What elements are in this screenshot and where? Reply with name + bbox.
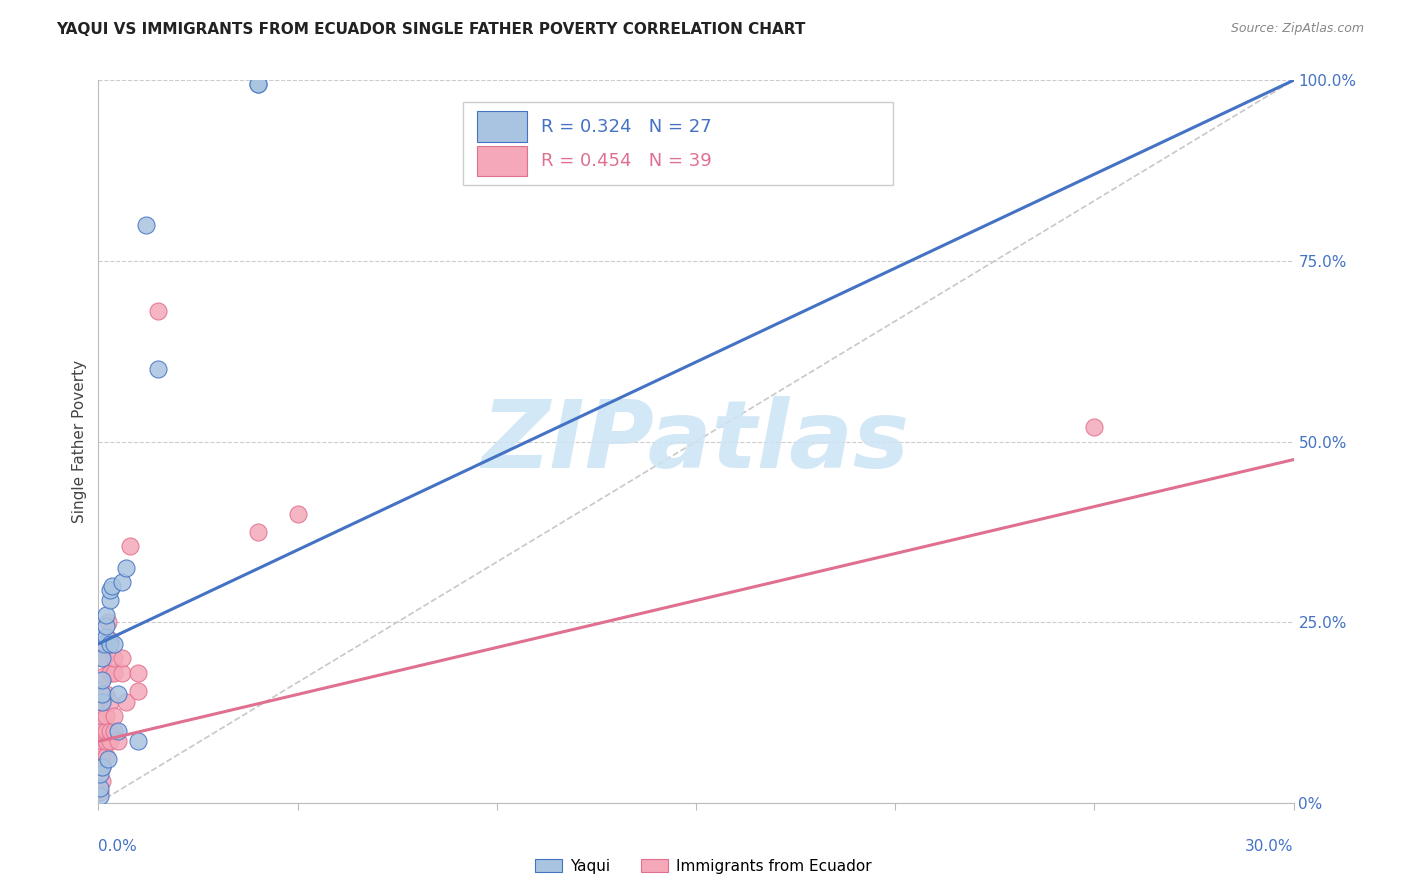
Point — [103, 709, 125, 723]
Point — [93, 651, 115, 665]
Point — [103, 723, 125, 738]
Point — [89, 767, 111, 781]
Point — [96, 734, 118, 748]
Point — [111, 665, 134, 680]
Point — [246, 524, 269, 539]
Point — [103, 665, 125, 680]
Point — [120, 539, 142, 553]
Point — [91, 760, 114, 774]
Point — [89, 789, 111, 803]
Point — [96, 687, 118, 701]
Text: ZIPatlas: ZIPatlas — [482, 395, 910, 488]
Point — [91, 734, 114, 748]
Point — [91, 651, 114, 665]
Point — [127, 683, 149, 698]
Y-axis label: Single Father Poverty: Single Father Poverty — [72, 360, 87, 523]
Point — [111, 651, 134, 665]
Point — [98, 734, 122, 748]
Point — [115, 561, 138, 575]
Point — [91, 673, 114, 687]
Point — [91, 709, 114, 723]
Point — [91, 695, 114, 709]
Point — [98, 593, 122, 607]
Point — [93, 669, 115, 683]
Text: 0.0%: 0.0% — [98, 838, 138, 854]
Point — [89, 781, 111, 796]
Point — [91, 760, 114, 774]
Point — [107, 687, 129, 701]
Point — [96, 723, 118, 738]
Point — [135, 218, 157, 232]
Point — [115, 695, 138, 709]
Point — [111, 575, 134, 590]
Point — [96, 630, 118, 644]
Text: Source: ZipAtlas.com: Source: ZipAtlas.com — [1230, 22, 1364, 36]
Point — [97, 633, 120, 648]
Point — [93, 637, 115, 651]
Point — [1083, 420, 1105, 434]
Text: 30.0%: 30.0% — [1246, 838, 1294, 854]
Point — [96, 619, 118, 633]
Point — [91, 687, 114, 701]
Point — [96, 748, 118, 763]
Point — [91, 748, 114, 763]
Point — [103, 651, 125, 665]
Point — [97, 615, 120, 630]
Point — [101, 579, 124, 593]
Point — [98, 582, 122, 597]
Text: R = 0.454   N = 39: R = 0.454 N = 39 — [541, 153, 711, 170]
FancyBboxPatch shape — [477, 112, 527, 142]
Point — [127, 734, 149, 748]
FancyBboxPatch shape — [463, 102, 893, 185]
Point — [287, 507, 309, 521]
Point — [98, 633, 122, 648]
Point — [96, 637, 118, 651]
Point — [91, 695, 114, 709]
Point — [148, 362, 170, 376]
Point — [91, 774, 114, 789]
Point — [91, 723, 114, 738]
Point — [246, 77, 269, 91]
Text: YAQUI VS IMMIGRANTS FROM ECUADOR SINGLE FATHER POVERTY CORRELATION CHART: YAQUI VS IMMIGRANTS FROM ECUADOR SINGLE … — [56, 22, 806, 37]
Point — [98, 695, 122, 709]
Point — [107, 723, 129, 738]
Point — [96, 709, 118, 723]
Point — [98, 637, 122, 651]
Point — [103, 637, 125, 651]
Legend: Yaqui, Immigrants from Ecuador: Yaqui, Immigrants from Ecuador — [529, 853, 877, 880]
Point — [107, 734, 129, 748]
Point — [246, 77, 269, 91]
Point — [89, 785, 111, 799]
Point — [98, 665, 122, 680]
Point — [91, 741, 114, 756]
Point — [127, 665, 149, 680]
Point — [97, 752, 120, 766]
Text: R = 0.324   N = 27: R = 0.324 N = 27 — [541, 118, 711, 136]
FancyBboxPatch shape — [477, 146, 527, 177]
Point — [96, 607, 118, 622]
Point — [148, 304, 170, 318]
Point — [98, 723, 122, 738]
